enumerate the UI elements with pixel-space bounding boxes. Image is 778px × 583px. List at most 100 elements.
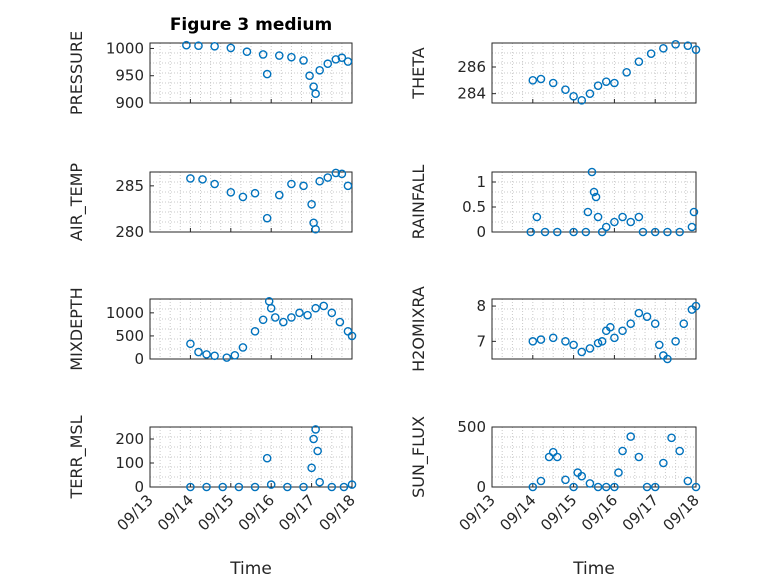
- data-point: [337, 169, 347, 179]
- y-tick-label: 285: [115, 177, 144, 195]
- data-point: [654, 340, 664, 350]
- x-tick-label: 09/16: [578, 491, 621, 534]
- y-tick-label: 1000: [106, 39, 144, 57]
- x-tick-label: 09/17: [619, 491, 662, 534]
- y-axis-label: AIR_TEMP: [67, 163, 87, 241]
- y-tick-label: 284: [457, 85, 486, 103]
- data-point: [234, 482, 244, 492]
- y-axis-label: MIXDEPTH: [67, 287, 86, 370]
- data-point: [315, 65, 324, 75]
- data-point: [331, 168, 341, 178]
- data-point: [587, 167, 597, 177]
- data-point: [548, 78, 558, 88]
- data-point: [295, 308, 304, 318]
- data-point: [327, 308, 337, 318]
- data-point: [593, 482, 603, 492]
- data-point: [663, 227, 672, 237]
- data-point: [307, 200, 316, 209]
- data-point: [311, 425, 320, 434]
- x-tick-label: 09/14: [154, 491, 197, 534]
- data-point: [194, 347, 203, 357]
- data-point: [274, 51, 284, 60]
- data-point: [343, 57, 353, 66]
- y-tick-label: 100: [115, 454, 144, 472]
- data-point: [315, 176, 324, 186]
- data-point: [311, 89, 320, 99]
- y-tick-label: 1000: [106, 304, 144, 322]
- data-point: [287, 179, 296, 189]
- data-point: [569, 340, 578, 350]
- data-point: [303, 310, 312, 320]
- y-tick-label: 950: [115, 67, 144, 85]
- data-point: [601, 482, 611, 492]
- data-point: [610, 217, 619, 227]
- data-point: [646, 49, 656, 58]
- data-point: [230, 351, 240, 360]
- data-point: [287, 52, 296, 62]
- data-point: [287, 313, 296, 322]
- data-point: [262, 69, 272, 79]
- data-point: [311, 303, 320, 313]
- panel-h2omixra: 7 8 H2OMIXRA: [409, 286, 701, 372]
- data-point: [536, 476, 546, 486]
- data-point: [186, 174, 195, 183]
- data-point: [667, 433, 676, 443]
- data-point: [283, 482, 292, 492]
- y-tick-label: 0: [476, 223, 486, 241]
- data-point: [299, 181, 308, 191]
- data-point: [687, 222, 697, 232]
- panel-rainfall: 0 0.5 1 RAINFALL: [409, 165, 699, 241]
- data-point: [561, 85, 570, 94]
- data-point: [597, 227, 607, 237]
- axes-frame: [149, 171, 353, 233]
- x-tick-label: 09/13: [456, 491, 499, 534]
- y-tick-label: 500: [115, 327, 144, 345]
- y-tick-label: 286: [457, 58, 486, 76]
- data-point: [642, 482, 652, 492]
- y-tick-label: 0.5: [462, 198, 486, 216]
- data-point: [528, 76, 538, 85]
- data-point: [540, 227, 550, 237]
- panel-theta: 284 286 THETA: [409, 40, 701, 105]
- data-point: [650, 482, 660, 492]
- data-point: [313, 446, 322, 456]
- x-tick-label: 09/15: [194, 491, 237, 534]
- data-point: [614, 468, 623, 477]
- data-point: [270, 313, 280, 322]
- data-point: [689, 207, 699, 217]
- data-point: [593, 212, 603, 222]
- x-tick-label: 09/15: [537, 491, 580, 534]
- data-point: [327, 482, 337, 492]
- data-point: [691, 482, 701, 492]
- data-point: [671, 337, 680, 346]
- data-point: [210, 41, 219, 51]
- data-point: [601, 77, 611, 86]
- data-point: [262, 453, 272, 463]
- data-point: [691, 45, 701, 54]
- y-axis-label: SUN_FLUX: [409, 416, 429, 498]
- data-point: [198, 175, 207, 184]
- panel-pressure: 900 950 1000 PRESSURE: [67, 31, 353, 115]
- data-point: [319, 301, 329, 311]
- data-point: [650, 319, 660, 329]
- data-point: [238, 343, 248, 352]
- data-point: [610, 482, 619, 492]
- data-point: [210, 179, 219, 189]
- data-point: [683, 41, 693, 50]
- data-point: [583, 207, 593, 217]
- y-axis-label: H2OMIXRA: [409, 286, 428, 372]
- y-axis-label: PRESSURE: [67, 31, 86, 115]
- data-point: [218, 482, 228, 492]
- data-point: [561, 475, 570, 485]
- x-tick-label: 09/18: [660, 491, 703, 534]
- x-axis-label-right: Time: [572, 559, 615, 579]
- data-point: [626, 432, 636, 441]
- axes-frame: [149, 298, 353, 360]
- data-point: [343, 181, 353, 191]
- y-tick-label: 1: [476, 173, 486, 191]
- data-point: [618, 446, 627, 456]
- data-point: [299, 56, 308, 65]
- data-point: [323, 173, 333, 182]
- data-point: [585, 89, 595, 98]
